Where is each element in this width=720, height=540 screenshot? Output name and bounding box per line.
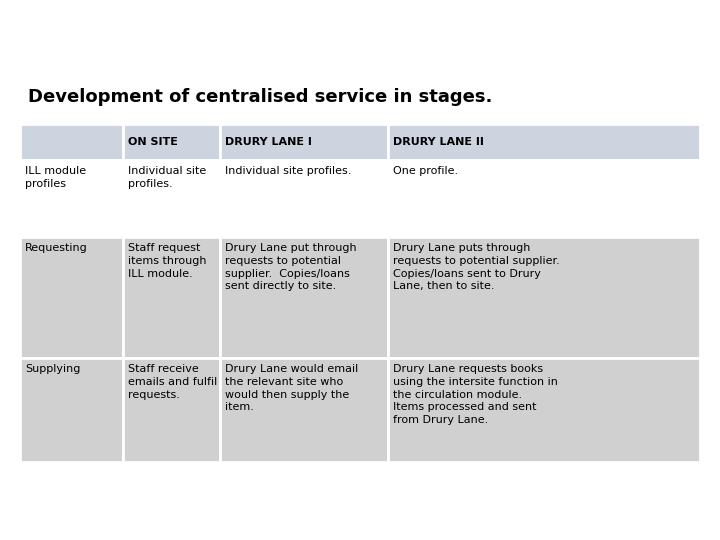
Bar — [388, 358, 700, 462]
Bar — [220, 124, 388, 160]
Text: Drury Lane puts through
requests to potential supplier.
Copies/loans sent to Dru: Drury Lane puts through requests to pote… — [393, 243, 559, 292]
Bar — [220, 358, 388, 462]
Bar — [123, 124, 220, 160]
Bar — [220, 160, 388, 237]
Text: Individual site
profiles.: Individual site profiles. — [128, 166, 206, 189]
Bar — [20, 237, 123, 358]
Bar — [20, 124, 123, 160]
Text: One profile.: One profile. — [393, 166, 458, 176]
Text: Drury Lane would email
the relevant site who
would then supply the
item.: Drury Lane would email the relevant site… — [225, 364, 359, 413]
Text: Staff request
items through
ILL module.: Staff request items through ILL module. — [128, 243, 207, 279]
Text: Supplying: Supplying — [25, 364, 81, 374]
Bar — [220, 237, 388, 358]
Bar — [388, 160, 700, 237]
Text: Development of centralised service in stages.: Development of centralised service in st… — [28, 88, 492, 106]
Bar — [123, 358, 220, 462]
Bar — [388, 237, 700, 358]
Bar — [388, 124, 700, 160]
Bar — [20, 358, 123, 462]
Bar — [20, 160, 123, 237]
Text: Drury Lane put through
requests to potential
supplier.  Copies/loans
sent direct: Drury Lane put through requests to poten… — [225, 243, 356, 292]
Text: ILL module
profiles: ILL module profiles — [25, 166, 86, 189]
Text: Requesting: Requesting — [25, 243, 88, 253]
Text: Staff receive
emails and fulfil
requests.: Staff receive emails and fulfil requests… — [128, 364, 217, 400]
Text: DRURY LANE I: DRURY LANE I — [225, 137, 312, 147]
Text: ON SITE: ON SITE — [128, 137, 178, 147]
Bar — [123, 237, 220, 358]
Text: Individual site profiles.: Individual site profiles. — [225, 166, 351, 176]
Bar — [123, 160, 220, 237]
Text: DRURY LANE II: DRURY LANE II — [393, 137, 484, 147]
Text: Drury Lane requests books
using the intersite function in
the circulation module: Drury Lane requests books using the inte… — [393, 364, 558, 425]
